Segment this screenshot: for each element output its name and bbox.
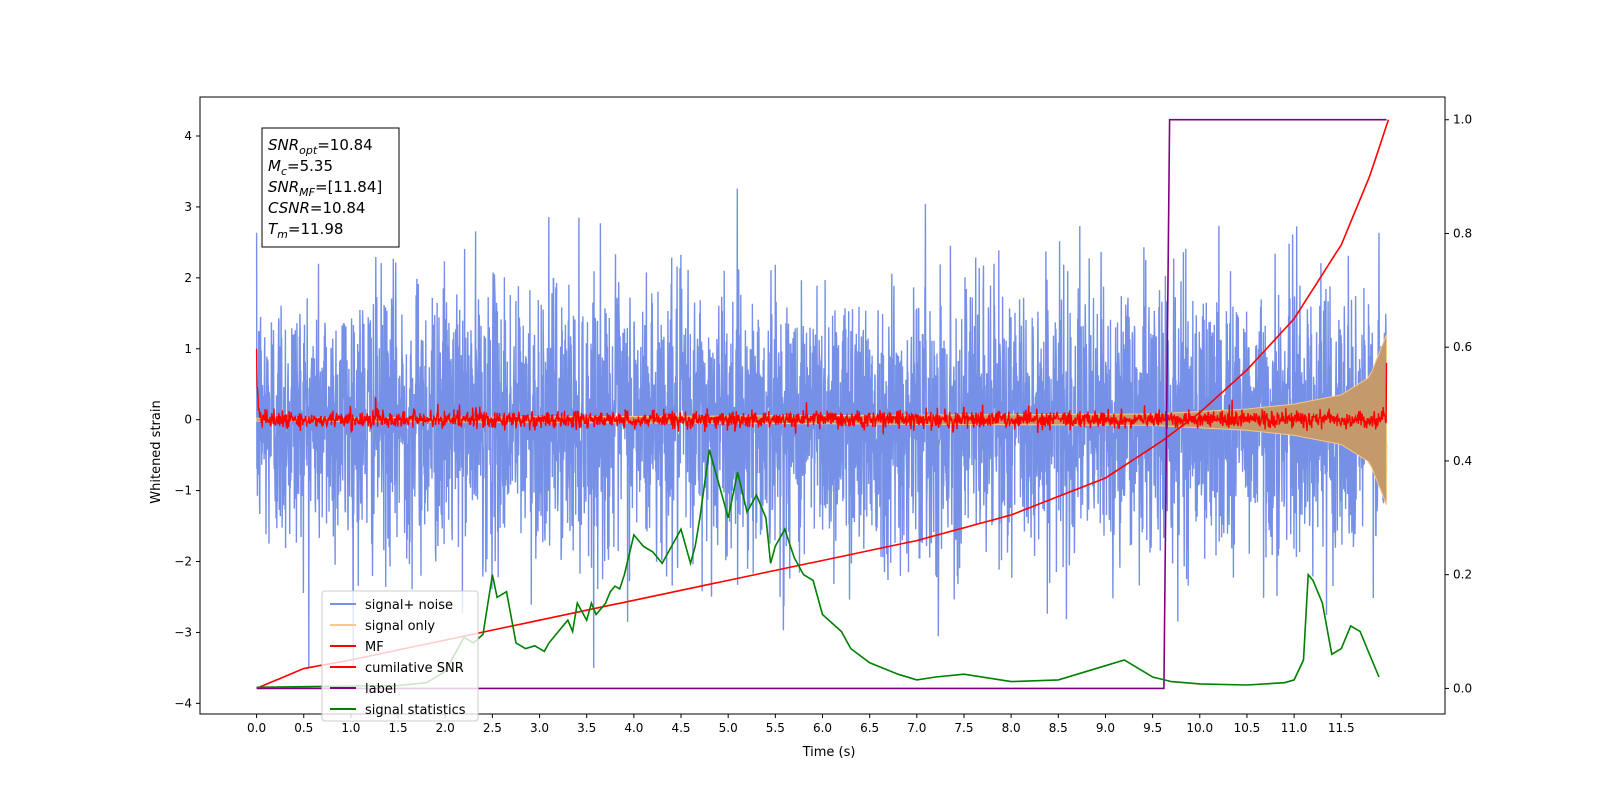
series-mf	[255, 348, 1388, 435]
y-tick-label: 1	[184, 342, 192, 356]
annotation-tm: Tm=11.98	[268, 220, 343, 241]
legend-label-cumulative-snr: cumilative SNR	[365, 661, 464, 676]
legend-frame	[321, 590, 479, 722]
x-tick-label: 0.0	[247, 721, 266, 735]
y2-tick-label: 0.8	[1453, 226, 1472, 240]
y2-tick-label: 0.0	[1453, 681, 1472, 695]
x-tick-label: 4.0	[624, 721, 643, 735]
x-tick-label: 11.5	[1328, 721, 1355, 735]
y2-tick-label: 0.4	[1453, 454, 1472, 468]
x-tick-label: 1.0	[341, 721, 360, 735]
legend-label-label: label	[365, 682, 396, 697]
x-tick-label: 3.0	[530, 721, 549, 735]
series-signal-statistics	[256, 449, 1380, 689]
ticks: 0.0 0.5 1.0 1.5 2.0 2.5 3.0 3.5 4.0 4.5 5.0 5.5 6.0 6…	[174, 113, 1472, 735]
y-tick-label: −4	[174, 696, 192, 710]
x-tick-label: 9.5	[1143, 721, 1162, 735]
y2-tick-label: 0.6	[1453, 340, 1472, 354]
y-tick-label: 0	[184, 413, 192, 427]
y-axis-label: Whitened strain	[149, 400, 164, 503]
annotation-snr-opt: SNRopt=10.84	[268, 136, 373, 157]
legend-label-signal-only: signal only	[365, 619, 435, 634]
x-tick-label: 8.5	[1049, 721, 1068, 735]
series-label	[256, 118, 1387, 690]
y-tick-label: 3	[184, 200, 192, 214]
annotation-frame	[261, 127, 400, 248]
x-tick-label: 10.0	[1186, 721, 1213, 735]
x-tick-label: 6.0	[813, 721, 832, 735]
legend-label-signal-statistics: signal statistics	[365, 703, 466, 718]
x-tick-label: 8.0	[1002, 721, 1021, 735]
x-tick-label: 0.5	[294, 721, 313, 735]
x-tick-label: 11.0	[1281, 721, 1308, 735]
x-tick-label: 5.0	[719, 721, 738, 735]
x-tick-label: 2.0	[436, 721, 455, 735]
y-tick-label: −1	[174, 484, 192, 498]
y-tick-label: 4	[184, 129, 192, 143]
y-tick-label: 2	[184, 271, 192, 285]
annotation-mc: Mc=5.35	[268, 157, 333, 178]
annotation-snr-mf: SNRMF=[11.84]	[268, 178, 382, 199]
x-tick-label: 9.0	[1096, 721, 1115, 735]
x-tick-label: 5.5	[766, 721, 785, 735]
x-tick-label: 6.5	[860, 721, 879, 735]
x-tick-label: 4.5	[671, 721, 690, 735]
x-tick-label: 7.5	[954, 721, 973, 735]
y2-tick-label: 1.0	[1453, 113, 1472, 127]
y-tick-label: −2	[174, 555, 192, 569]
legend: signal+ noise signal only MF cumilative …	[321, 590, 479, 722]
x-tick-label: 1.5	[389, 721, 408, 735]
y2-tick-label: 0.2	[1453, 568, 1472, 582]
x-axis-label: Time (s)	[802, 745, 856, 760]
legend-label-signal-noise: signal+ noise	[365, 598, 453, 613]
x-tick-label: 7.0	[907, 721, 926, 735]
x-tick-label: 10.5	[1234, 721, 1261, 735]
legend-label-mf: MF	[365, 640, 384, 655]
annotation-box: SNRopt=10.84 Mc=5.35 SNRMF=[11.84] CSNR=…	[261, 127, 400, 248]
annotation-csnr: CSNR=10.84	[268, 199, 365, 217]
y-tick-label: −3	[174, 625, 192, 639]
x-tick-label: 3.5	[577, 721, 596, 735]
x-tick-label: 2.5	[483, 721, 502, 735]
